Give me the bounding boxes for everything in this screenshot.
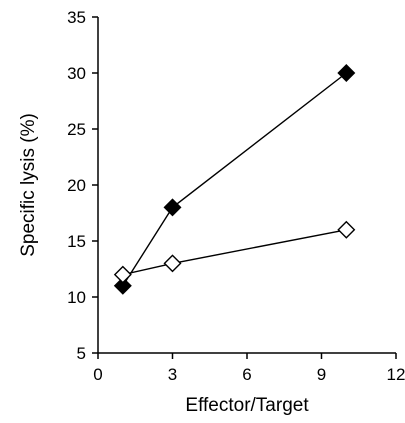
x-tick-label: 12: [387, 365, 405, 384]
x-tick-label: 6: [242, 365, 251, 384]
axis-labels: Effector/Target Specific lysis (%): [18, 113, 309, 416]
series-line-2: [122, 229, 347, 276]
y-tick-label: 30: [67, 64, 86, 83]
y-tick-label: 5: [77, 344, 86, 363]
y-tick-label: 10: [67, 288, 86, 307]
y-tick-label: 35: [67, 8, 86, 27]
series-line-1: [122, 72, 347, 287]
y-tick-label: 25: [67, 120, 86, 139]
x-tick-label: 3: [168, 365, 177, 384]
series-layer: [113, 64, 356, 295]
data-point-series-1-1: [113, 276, 132, 295]
data-point-series-1-3: [337, 64, 356, 82]
data-point-series-2-2: [163, 254, 182, 273]
data-point-series-1-2: [163, 198, 182, 217]
data-point-series-2-1: [113, 265, 132, 284]
y-axis-title: Specific lysis (%): [18, 113, 39, 257]
x-tick-label: 0: [93, 365, 102, 384]
y-tick-label: 20: [67, 176, 86, 195]
x-tick-label: 9: [317, 365, 326, 384]
axes: 5 10 15 20 25 30 35 0 3 6 9 12: [67, 8, 405, 384]
data-point-series-2-3: [337, 220, 356, 239]
x-axis-title: Effector/Target: [185, 395, 309, 416]
y-tick-label: 15: [67, 232, 86, 251]
